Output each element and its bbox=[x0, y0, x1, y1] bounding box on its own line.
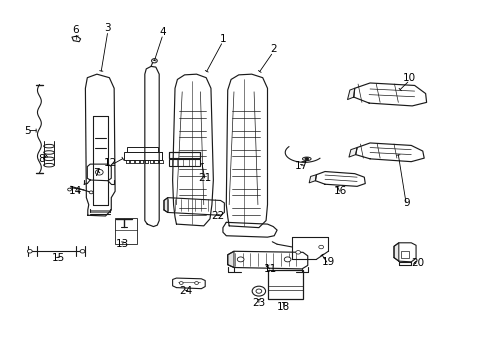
Polygon shape bbox=[72, 36, 81, 42]
Ellipse shape bbox=[302, 157, 310, 161]
Text: 23: 23 bbox=[252, 298, 265, 308]
Text: 24: 24 bbox=[179, 286, 192, 296]
Text: 9: 9 bbox=[402, 198, 409, 208]
Text: 13: 13 bbox=[116, 239, 129, 249]
Bar bbox=[115, 218, 137, 244]
Circle shape bbox=[237, 257, 244, 262]
Polygon shape bbox=[393, 243, 398, 261]
Bar bbox=[168, 159, 200, 166]
Polygon shape bbox=[347, 88, 354, 100]
Text: 1: 1 bbox=[219, 34, 226, 44]
Text: 20: 20 bbox=[410, 258, 424, 268]
Polygon shape bbox=[353, 83, 426, 106]
Polygon shape bbox=[172, 74, 213, 226]
Ellipse shape bbox=[43, 151, 54, 154]
Text: 6: 6 bbox=[72, 26, 79, 35]
Text: 17: 17 bbox=[294, 161, 307, 171]
Text: 8: 8 bbox=[38, 154, 44, 164]
Text: 22: 22 bbox=[211, 211, 224, 221]
Circle shape bbox=[252, 286, 265, 296]
Bar bbox=[127, 147, 158, 153]
Polygon shape bbox=[315, 171, 365, 186]
Text: 19: 19 bbox=[321, 257, 334, 267]
Bar bbox=[123, 153, 162, 159]
Polygon shape bbox=[227, 251, 307, 269]
Circle shape bbox=[89, 191, 93, 194]
Text: 7: 7 bbox=[93, 168, 100, 178]
Ellipse shape bbox=[43, 144, 54, 148]
Polygon shape bbox=[87, 164, 111, 181]
Polygon shape bbox=[144, 66, 159, 226]
Text: 4: 4 bbox=[160, 27, 166, 37]
Polygon shape bbox=[227, 251, 233, 267]
Text: 2: 2 bbox=[269, 45, 276, 54]
Text: 18: 18 bbox=[277, 302, 290, 312]
Circle shape bbox=[194, 282, 198, 284]
Polygon shape bbox=[393, 243, 415, 262]
Circle shape bbox=[295, 251, 300, 254]
Circle shape bbox=[95, 170, 103, 175]
Polygon shape bbox=[172, 278, 205, 289]
Polygon shape bbox=[348, 148, 356, 157]
Polygon shape bbox=[308, 175, 316, 183]
Text: 3: 3 bbox=[104, 23, 111, 33]
Circle shape bbox=[179, 282, 183, 284]
Polygon shape bbox=[163, 198, 224, 215]
Text: 14: 14 bbox=[69, 186, 82, 196]
Text: 11: 11 bbox=[264, 264, 277, 274]
Circle shape bbox=[80, 249, 85, 253]
Polygon shape bbox=[223, 222, 277, 237]
Circle shape bbox=[284, 257, 290, 262]
Text: 15: 15 bbox=[52, 253, 65, 262]
Bar bbox=[267, 270, 303, 299]
Polygon shape bbox=[226, 74, 267, 228]
Polygon shape bbox=[163, 198, 167, 212]
Text: 5: 5 bbox=[24, 126, 31, 136]
Circle shape bbox=[27, 249, 32, 253]
Bar bbox=[400, 251, 408, 258]
Bar bbox=[168, 152, 200, 158]
Ellipse shape bbox=[43, 163, 54, 167]
Circle shape bbox=[151, 59, 157, 63]
Circle shape bbox=[304, 157, 308, 160]
Circle shape bbox=[67, 188, 71, 191]
Text: 12: 12 bbox=[103, 158, 117, 168]
Circle shape bbox=[256, 289, 261, 293]
Text: 16: 16 bbox=[333, 186, 346, 196]
Text: 10: 10 bbox=[403, 73, 416, 83]
Circle shape bbox=[318, 245, 323, 249]
Text: 21: 21 bbox=[198, 173, 211, 183]
Polygon shape bbox=[355, 143, 424, 162]
Ellipse shape bbox=[43, 157, 54, 161]
Polygon shape bbox=[85, 74, 115, 216]
